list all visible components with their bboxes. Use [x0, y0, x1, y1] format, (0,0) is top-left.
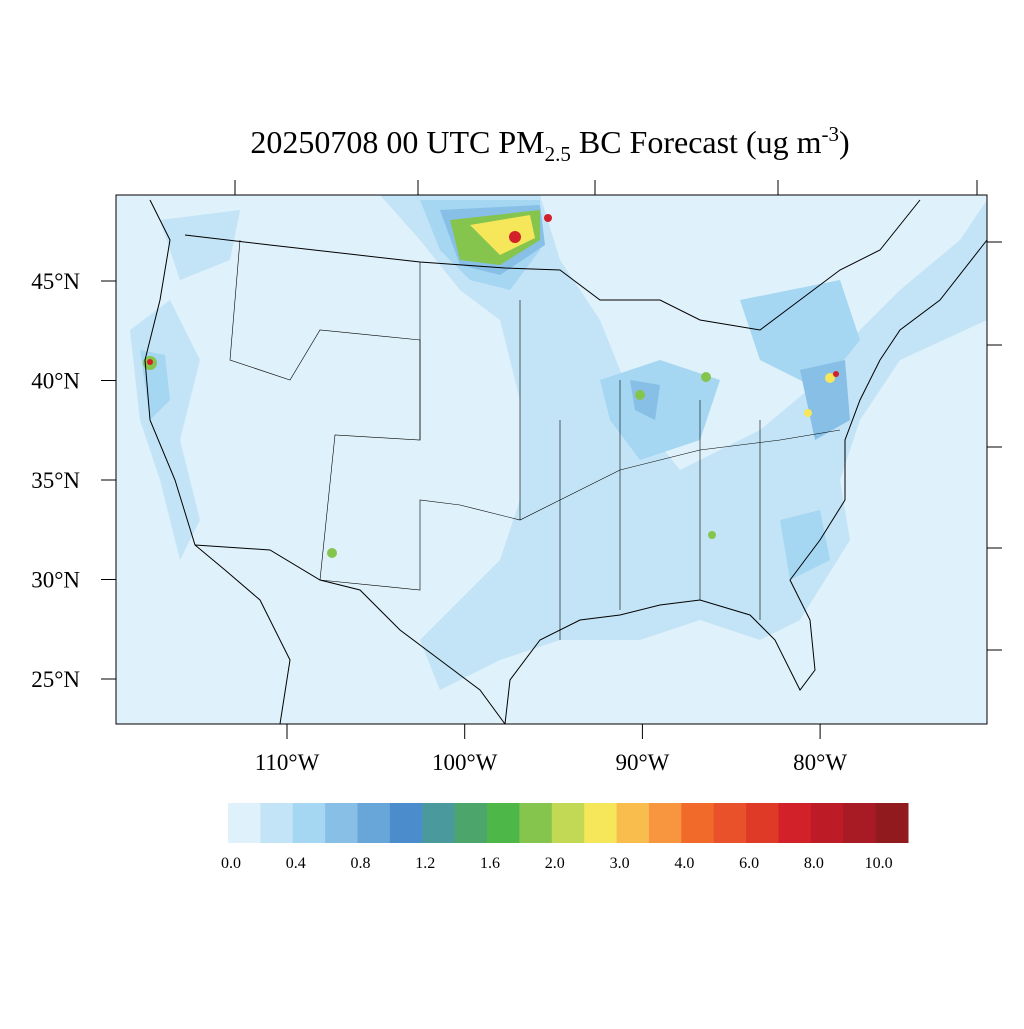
colorbar: 0.0 0.4 0.8 1.2 1.6 2.0 3.0 4.0 6.0 8.0 10.0	[221, 803, 909, 872]
colorbar-box	[778, 803, 812, 843]
colorbar-box	[810, 803, 844, 843]
field-very-high	[470, 215, 835, 417]
colorbar-label: 0.8	[351, 855, 371, 872]
colorbar-label: 4.0	[674, 855, 694, 872]
title-part: )	[839, 124, 850, 160]
colorbar-box	[519, 803, 553, 843]
colorbar-label: 1.6	[480, 855, 500, 872]
colorbar-box	[487, 803, 520, 843]
title-superscript: -3	[821, 122, 839, 146]
colorbar-label: 10.0	[865, 855, 893, 872]
colorbar-box	[713, 803, 747, 843]
boundaries	[144, 199, 987, 724]
field-extreme	[147, 214, 839, 377]
colorbar-box	[681, 803, 715, 843]
colorbar-box	[292, 803, 326, 843]
lon-label: 80°W	[793, 750, 847, 775]
state-lines	[419, 262, 761, 640]
colorbar-box	[422, 803, 456, 843]
lat-label: 35°N	[31, 468, 80, 493]
colorbar-box	[551, 803, 585, 843]
title: 20250708 00 UTC PM2.5 BC Forecast (ug m-…	[250, 122, 849, 166]
map-frame	[115, 194, 988, 725]
colorbar-box	[325, 803, 359, 843]
colorbar-box	[746, 803, 779, 843]
state-lines	[229, 239, 841, 591]
colorbar-box	[843, 803, 877, 843]
colorbar-box	[616, 803, 650, 843]
colorbar-box	[875, 803, 909, 843]
lat-label: 40°N	[31, 369, 80, 394]
coastline	[504, 239, 987, 724]
colorbar-box	[648, 803, 682, 843]
colorbar-label: 6.0	[739, 855, 759, 872]
colorbar-label: 0.4	[286, 855, 306, 872]
border	[194, 544, 506, 724]
coastline	[144, 199, 291, 724]
title-subscript: 2.5	[545, 142, 571, 166]
colorbar-label: 8.0	[804, 855, 824, 872]
lat-label: 30°N	[31, 568, 80, 593]
colorbar-label: 3.0	[610, 855, 630, 872]
colorbar-box	[454, 803, 488, 843]
colorbar-box	[584, 803, 618, 843]
colorbar-label: 1.2	[415, 855, 435, 872]
axes-labels: 45°N 40°N 35°N 30°N 25°N 110°W 100°W 90°W 80°W	[31, 269, 847, 775]
lon-label: 90°W	[615, 750, 669, 775]
colorbar-box	[260, 803, 294, 843]
colorbar-box	[357, 803, 391, 843]
colorbar-box	[389, 803, 423, 843]
lon-label: 110°W	[255, 750, 320, 775]
lon-label: 100°W	[432, 750, 498, 775]
lat-label: 45°N	[31, 269, 80, 294]
colorbar-label: 2.0	[545, 855, 565, 872]
map	[115, 180, 1002, 725]
colorbar-box	[228, 803, 261, 843]
frame-ticks	[234, 180, 1002, 651]
colorbar-label: 0.0	[221, 855, 241, 872]
title-part: BC Forecast (ug m	[571, 124, 822, 160]
title-part: 20250708 00 UTC PM	[250, 124, 544, 160]
map-field	[116, 195, 987, 724]
lat-label: 25°N	[31, 667, 80, 692]
